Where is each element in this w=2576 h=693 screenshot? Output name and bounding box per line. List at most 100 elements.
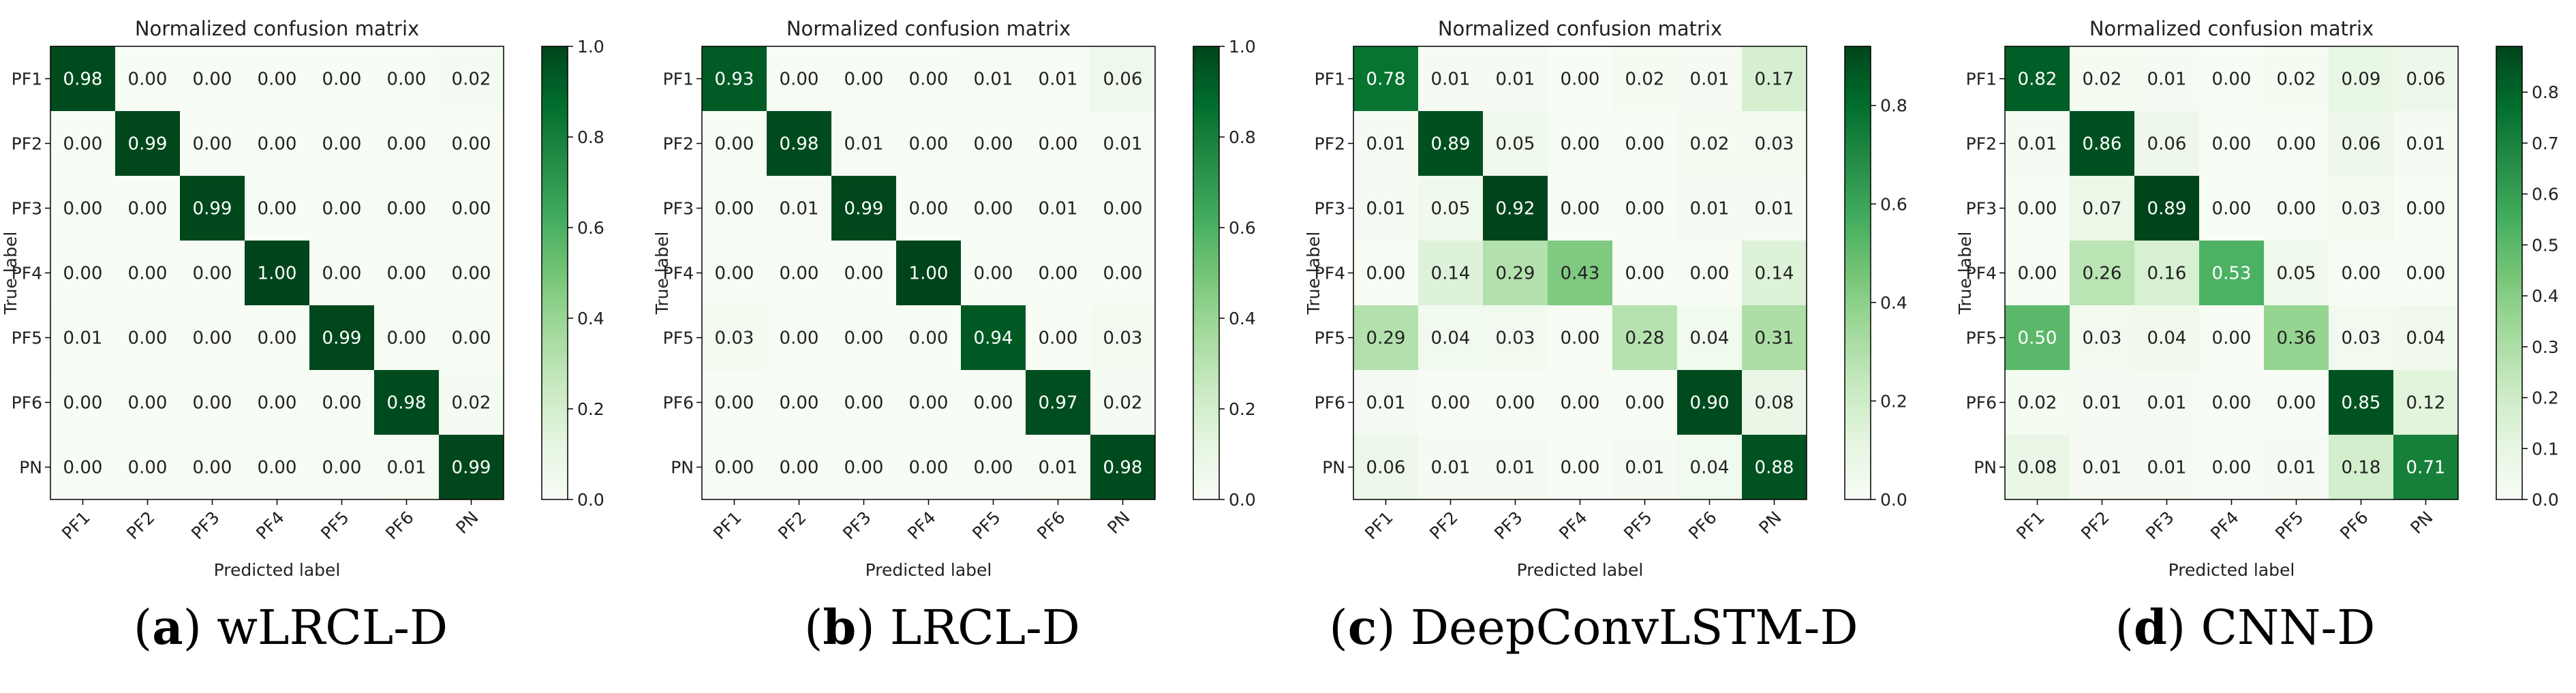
- cell-value-label: 0.00: [63, 199, 103, 219]
- cell-value-label: 0.98: [63, 70, 103, 90]
- x-tick-label: PF2: [2077, 508, 2113, 544]
- x-tick-label: PN: [1103, 508, 1133, 538]
- heatmap-cell: [702, 370, 767, 435]
- cell-value-label: 0.97: [1039, 393, 1078, 414]
- cell-value-label: 0.00: [844, 70, 884, 90]
- y-tick-label: PN: [1974, 458, 1997, 478]
- heatmap-cell: [831, 435, 896, 499]
- heatmap-cell: [1353, 46, 1418, 111]
- heatmap-cell: [2134, 46, 2199, 111]
- y-tick-label: PF2: [1315, 134, 1345, 154]
- cell-value-label: 0.00: [909, 199, 949, 219]
- x-tick-label: PF4: [904, 508, 940, 544]
- cell-value-label: 0.98: [387, 393, 427, 414]
- x-tick-label: PF5: [1620, 508, 1656, 544]
- heatmap-cell: [2264, 46, 2329, 111]
- cell-value-label: 0.08: [2018, 458, 2057, 478]
- heatmap-cell: [1026, 305, 1090, 370]
- x-tick-label: PF6: [1033, 508, 1069, 544]
- heatmap-cell: [1353, 241, 1418, 305]
- cell-value-label: 0.01: [387, 458, 427, 478]
- cell-value-label: 0.01: [1625, 458, 1665, 478]
- heatmap-cell: [2070, 46, 2134, 111]
- cell-value-label: 0.02: [2277, 70, 2316, 90]
- cell-value-label: 0.85: [2342, 393, 2381, 414]
- cell-value-label: 0.00: [322, 458, 362, 478]
- x-tick-label: PF3: [839, 508, 875, 544]
- cell-value-label: 0.01: [2147, 70, 2187, 90]
- heatmap-cell: [1677, 46, 1742, 111]
- cell-value-label: 0.28: [1625, 328, 1665, 349]
- cell-value-label: 0.99: [322, 328, 362, 349]
- cell-value-label: 0.00: [1103, 199, 1143, 219]
- cell-value-label: 0.00: [1625, 393, 1665, 414]
- cell-value-label: 1.00: [258, 264, 297, 284]
- heatmap-cells: [702, 46, 1155, 499]
- heatmap-cell: [2005, 46, 2070, 111]
- heatmap-cell: [50, 370, 115, 435]
- cell-value-label: 0.00: [780, 328, 819, 349]
- y-tick-label: PF4: [663, 264, 694, 283]
- heatmap-cell: [2199, 241, 2264, 305]
- y-tick-label: PF6: [1315, 393, 1345, 413]
- cell-value-label: 0.00: [193, 393, 232, 414]
- chart-title: Normalized confusion matrix: [786, 17, 1071, 40]
- heatmap-cell: [1418, 241, 1483, 305]
- y-tick-label: PF3: [12, 199, 42, 219]
- cell-value-label: 0.00: [974, 393, 1013, 414]
- heatmap-cell: [2199, 46, 2264, 111]
- heatmap-cell: [2393, 305, 2458, 370]
- heatmap-cell: [702, 176, 767, 241]
- cell-value-label: 0.01: [2406, 134, 2446, 155]
- cell-value-label: 0.00: [974, 199, 1013, 219]
- heatmap-cell: [2005, 370, 2070, 435]
- cell-value-label: 0.18: [2342, 458, 2381, 478]
- cell-value-label: 0.05: [2277, 264, 2316, 284]
- cell-value-label: 0.04: [1431, 328, 1471, 349]
- heatmap-cell: [2134, 435, 2199, 499]
- heatmap-cell: [2329, 111, 2393, 176]
- cell-value-label: 0.00: [258, 70, 297, 90]
- cell-value-label: 0.00: [63, 458, 103, 478]
- heatmap-cell: [1612, 241, 1677, 305]
- cell-value-label: 0.04: [2147, 328, 2187, 349]
- heatmap-cell: [2070, 370, 2134, 435]
- heatmap-cell: [1483, 111, 1548, 176]
- x-tick-label: PF5: [2271, 508, 2307, 544]
- heatmap-cell: [374, 370, 439, 435]
- y-tick-label: PF1: [1315, 70, 1345, 89]
- heatmap-cell: [2199, 305, 2264, 370]
- colorbar-tick-label: 0.0: [2532, 490, 2559, 510]
- heatmap-cell: [1677, 111, 1742, 176]
- heatmap-cell: [1483, 241, 1548, 305]
- cell-value-label: 0.00: [258, 458, 297, 478]
- cell-value-label: 0.00: [1561, 199, 1600, 219]
- heatmap-cell: [1612, 46, 1677, 111]
- heatmap-cell: [702, 111, 767, 176]
- cell-value-label: 0.00: [387, 264, 427, 284]
- heatmap-cell: [1353, 435, 1418, 499]
- cell-value-label: 0.00: [780, 70, 819, 90]
- cell-value-label: 0.00: [128, 393, 168, 414]
- heatmap-cell: [439, 176, 504, 241]
- cell-value-label: 0.00: [1496, 393, 1535, 414]
- heatmap-cell: [961, 435, 1026, 499]
- cell-value-label: 1.00: [909, 264, 949, 284]
- cell-value-label: 0.00: [258, 328, 297, 349]
- y-tick-label: PF2: [663, 134, 694, 154]
- cell-value-label: 0.00: [452, 328, 491, 349]
- cell-value-label: 0.01: [1039, 199, 1078, 219]
- caption-model-name: wLRCL-D: [217, 600, 448, 656]
- cell-value-label: 0.00: [909, 134, 949, 155]
- x-tick-label: PF2: [123, 508, 159, 544]
- cell-value-label: 0.00: [2212, 328, 2252, 349]
- cell-value-label: 0.06: [2342, 134, 2381, 155]
- heatmap-cell: [1090, 370, 1155, 435]
- heatmap-cell: [702, 435, 767, 499]
- heatmap-cell: [1677, 176, 1742, 241]
- heatmap-cell: [1742, 305, 1807, 370]
- cell-value-label: 0.01: [974, 70, 1013, 90]
- heatmap-cell: [961, 46, 1026, 111]
- colorbar-tick-label: 0.6: [2532, 185, 2559, 204]
